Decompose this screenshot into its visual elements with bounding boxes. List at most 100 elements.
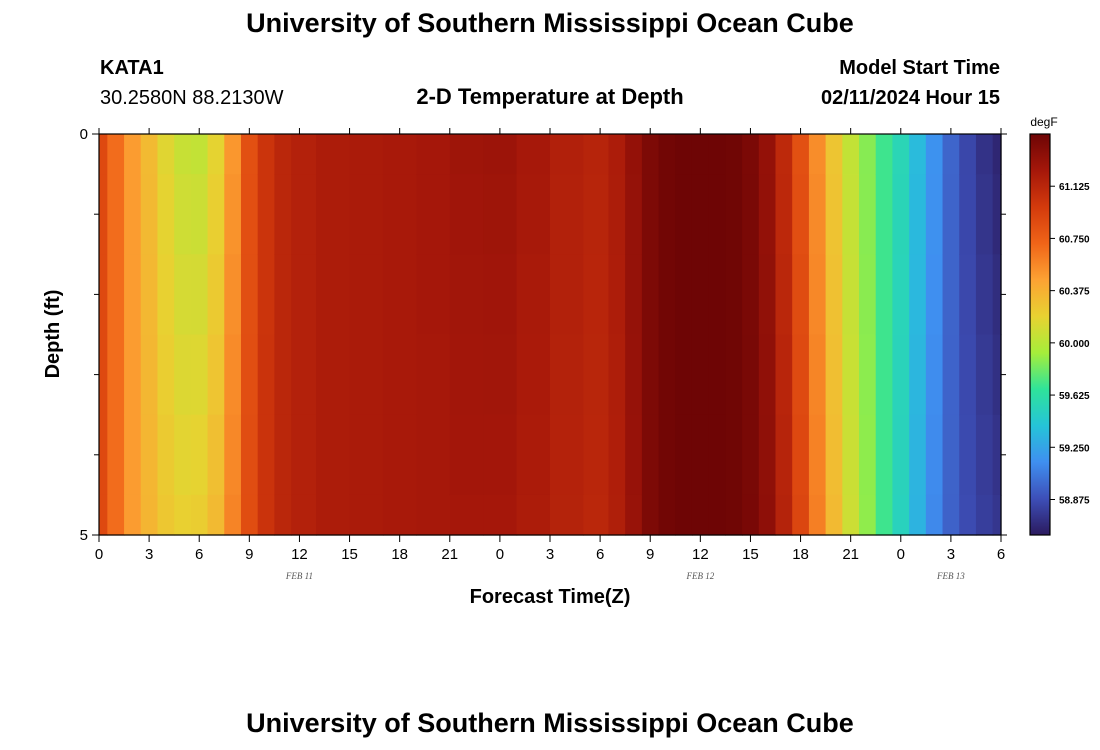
heatmap-cell	[99, 174, 108, 255]
heatmap-cell	[190, 254, 209, 336]
heatmap-cells	[99, 134, 1002, 536]
heatmap-cell	[274, 414, 292, 496]
heatmap-cell	[274, 174, 292, 255]
heatmap-cell	[825, 174, 843, 255]
heatmap-cell	[483, 254, 518, 336]
heatmap-cell	[641, 414, 660, 496]
heatmap-cell	[892, 174, 910, 255]
heatmap-cell	[174, 334, 192, 416]
colorbar-tick-label: 59.625	[1059, 391, 1090, 402]
x-axis-label: Forecast Time(Z)	[470, 586, 631, 608]
heatmap-cell	[742, 494, 760, 536]
heatmap-cell	[909, 134, 927, 175]
heatmap-cell	[725, 414, 743, 496]
heatmap-cell	[875, 494, 894, 536]
heatmap-cell	[925, 334, 944, 416]
colorbar-tick-label: 60.375	[1059, 287, 1090, 298]
heatmap-cell	[240, 134, 259, 175]
heatmap-cell	[291, 334, 317, 416]
heatmap-cell	[416, 494, 451, 536]
heatmap-cell	[174, 414, 192, 496]
heatmap-cell	[959, 134, 977, 175]
heatmap-cell	[608, 134, 626, 175]
heatmap-cell	[140, 254, 159, 336]
heatmap-cell	[583, 334, 610, 416]
heatmap-cell	[291, 134, 317, 175]
colorbar-unit: degF	[1030, 115, 1057, 129]
heatmap-cell	[691, 414, 710, 496]
colorbar-tick-label: 60.750	[1059, 234, 1090, 245]
heatmap-cell	[808, 334, 827, 416]
heatmap-cell	[842, 414, 860, 496]
heatmap-cell	[708, 174, 726, 255]
heatmap-cell	[808, 494, 827, 536]
heatmap-cell	[550, 254, 585, 336]
heatmap-cell	[107, 494, 125, 536]
heatmap-cell	[725, 334, 743, 416]
heatmap-cell	[157, 174, 175, 255]
heatmap-cell	[416, 334, 451, 416]
heatmap-cell	[892, 134, 910, 175]
footer-title: University of Southern Mississippi Ocean…	[246, 708, 854, 738]
axis-ticks: 0 3 6 9 12 15 18 21 0 3 6 9 12 15 18 21 0 3 6 FEB 11 FEB 12 F…	[80, 126, 1007, 581]
heatmap-cell	[925, 494, 944, 536]
heatmap-cell	[892, 254, 910, 336]
heatmap-cell	[550, 414, 585, 496]
heatmap-cell	[124, 414, 142, 496]
heatmap-cell	[207, 134, 225, 175]
heatmap-cell	[190, 174, 209, 255]
heatmap-cell	[825, 414, 843, 496]
heatmap-cell	[909, 254, 927, 336]
heatmap-cell	[975, 494, 994, 536]
heatmap-cell	[775, 334, 793, 416]
heatmap-cell	[992, 494, 1002, 536]
heatmap-cell	[382, 334, 417, 416]
heatmap-cell	[842, 134, 860, 175]
heatmap-cell	[316, 254, 351, 336]
heatmap-cell	[925, 134, 944, 175]
heatmap-cell	[124, 494, 142, 536]
heatmap-cell	[240, 494, 259, 536]
heatmap-cell	[742, 134, 760, 175]
heatmap-cell	[808, 414, 827, 496]
heatmap-cell	[382, 254, 417, 336]
heatmap-cell	[99, 414, 108, 496]
heatmap-cell	[708, 134, 726, 175]
date-label: FEB 13	[936, 571, 965, 581]
heatmap-cell	[349, 414, 384, 496]
heatmap-cell	[140, 494, 159, 536]
heatmap-cell	[608, 414, 626, 496]
heatmap-cell	[691, 494, 710, 536]
heatmap-cell	[725, 254, 743, 336]
heatmap-cell	[725, 134, 743, 175]
heatmap-cell	[316, 134, 351, 175]
heatmap-cell	[124, 334, 142, 416]
heatmap-cell	[257, 334, 275, 416]
heatmap-cell	[140, 134, 159, 175]
heatmap-cell	[316, 174, 351, 255]
page-title: University of Southern Mississippi Ocean…	[246, 8, 854, 38]
heatmap-cell	[382, 414, 417, 496]
heatmap-cell	[775, 414, 793, 496]
heatmap-cell	[583, 254, 610, 336]
heatmap-cell	[875, 174, 894, 255]
heatmap-cell	[641, 134, 660, 175]
model-start-label: Model Start Time	[839, 57, 1000, 79]
heatmap-cell	[99, 334, 108, 416]
heatmap-cell	[975, 334, 994, 416]
heatmap-cell	[483, 134, 518, 175]
heatmap-cell	[675, 254, 693, 336]
colorbar	[1029, 133, 1051, 536]
heatmap-cell	[291, 414, 317, 496]
heatmap-cell	[608, 334, 626, 416]
x-tick-label: 0	[496, 546, 504, 563]
colorbar-tick-label: 60.000	[1059, 339, 1090, 350]
heatmap-cell	[449, 174, 484, 255]
y-tick-label: 5	[80, 527, 88, 544]
heatmap-cell	[792, 494, 810, 536]
heatmap-cell	[190, 334, 209, 416]
heatmap-cell	[449, 494, 484, 536]
heatmap-cell	[859, 174, 877, 255]
heatmap-cell	[825, 334, 843, 416]
heatmap-cell	[992, 334, 1002, 416]
